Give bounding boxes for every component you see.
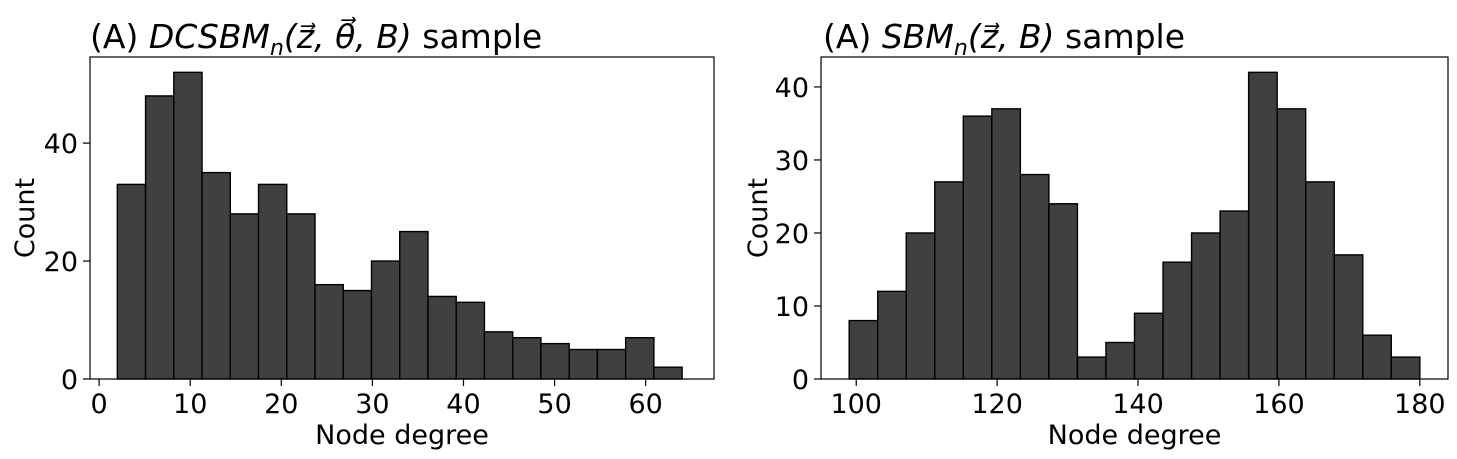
histogram-bar xyxy=(991,108,1022,380)
chart-title: (A) DCSBMn(z⃗, θ⃗, B) sample xyxy=(90,16,542,61)
x-tick-label: 180 xyxy=(1394,389,1446,420)
histogram-bar xyxy=(653,366,683,380)
y-tick-label: 20 xyxy=(44,247,78,278)
histogram-bar xyxy=(1333,254,1364,380)
histogram-bar xyxy=(1162,261,1193,380)
histogram-bar xyxy=(568,348,599,380)
histogram-bar xyxy=(1190,232,1221,380)
histogram-bar xyxy=(1076,356,1107,380)
histogram-bar xyxy=(427,295,457,380)
y-tick-label: 40 xyxy=(44,129,78,160)
histogram-bar xyxy=(1019,173,1050,380)
chart-title: (A) SBMn(z⃗, B) sample xyxy=(823,17,1185,61)
x-tick-label: 120 xyxy=(971,389,1023,420)
histogram-bar xyxy=(1133,312,1164,380)
histogram-bar xyxy=(455,301,486,380)
histogram-bar xyxy=(848,319,879,380)
y-tick-label: 0 xyxy=(61,365,78,396)
x-tick-label: 40 xyxy=(446,389,480,420)
histogram-bar xyxy=(173,71,203,380)
histogram-bar xyxy=(1390,356,1421,380)
x-tick-label: 30 xyxy=(355,389,389,420)
histogram-bar xyxy=(624,337,655,380)
y-tick-label: 20 xyxy=(775,219,809,250)
histogram-bar xyxy=(596,348,627,380)
histogram-bar xyxy=(905,232,936,380)
histogram-bar xyxy=(1105,341,1136,380)
histogram-bar xyxy=(144,95,175,380)
right-histogram-panel: 100 120 140 160 180 0 10 20 30 40 Node degree Count… xyxy=(743,17,1449,451)
histogram-bar xyxy=(1304,181,1335,380)
y-axis-label: Count xyxy=(743,178,774,258)
histogram-bar xyxy=(540,342,570,380)
histogram-bar xyxy=(201,171,231,380)
x-tick-label: 100 xyxy=(830,389,882,420)
axes-frame xyxy=(89,56,715,380)
x-axis-label: Node degree xyxy=(1048,420,1222,451)
y-tick-label: 0 xyxy=(792,365,809,396)
axes-frame xyxy=(820,56,1449,380)
histogram-bar xyxy=(1048,203,1079,380)
histogram-bar xyxy=(1247,71,1278,380)
histogram-bar xyxy=(1219,210,1250,380)
x-tick-label: 20 xyxy=(264,389,298,420)
x-tick-label: 0 xyxy=(91,389,108,420)
histogram-bar xyxy=(962,115,993,380)
y-tick-label: 30 xyxy=(775,146,809,177)
histogram-bar xyxy=(342,289,373,380)
y-tick-label: 10 xyxy=(775,292,809,323)
x-tick-label: 50 xyxy=(537,389,571,420)
histogram-bar xyxy=(934,181,965,380)
histogram-bar xyxy=(1276,108,1307,380)
histogram-bar xyxy=(399,230,429,380)
x-axis-label: Node degree xyxy=(315,420,489,451)
histogram-bar xyxy=(314,283,344,380)
histogram-bar xyxy=(286,213,316,380)
histogram-bar xyxy=(116,183,147,380)
x-tick-label: 60 xyxy=(628,389,662,420)
histogram-bar xyxy=(229,213,260,380)
histogram-bar xyxy=(483,331,514,380)
histogram-bar xyxy=(511,337,542,380)
x-tick-label: 160 xyxy=(1253,389,1305,420)
histogram-bar xyxy=(877,290,907,380)
y-tick-label: 40 xyxy=(775,73,809,104)
histogram-bar xyxy=(1362,334,1392,380)
x-tick-label: 10 xyxy=(173,389,207,420)
x-tick-label: 140 xyxy=(1112,389,1164,420)
histogram-bar xyxy=(257,183,288,380)
y-axis-label: Count xyxy=(10,178,41,258)
histogram-bar xyxy=(370,260,401,380)
